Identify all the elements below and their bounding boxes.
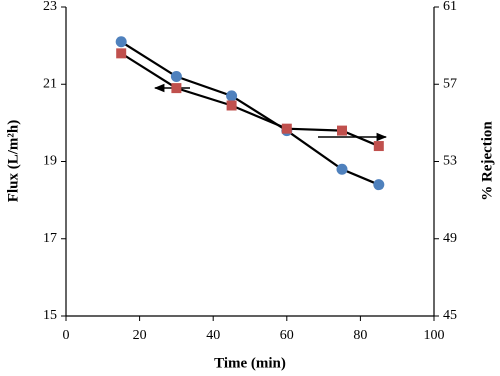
series-line	[120, 40, 380, 186]
y-tick-label: 15	[43, 308, 57, 323]
y2-tick-label: 53	[443, 154, 457, 169]
y2-axis-title: % Rejection	[479, 121, 495, 201]
marker	[171, 83, 182, 94]
y2-tick-label: 45	[443, 308, 457, 323]
marker	[115, 36, 127, 48]
marker	[170, 71, 182, 83]
y2-tick-label: 49	[443, 231, 457, 246]
y-tick-label: 21	[43, 76, 57, 91]
marker	[226, 100, 237, 111]
x-tick-label: 40	[206, 328, 220, 343]
x-tick-label: 60	[280, 328, 294, 343]
x-axis-title: Time (min)	[214, 355, 286, 371]
marker	[373, 179, 385, 191]
y2-tick-label: 57	[443, 76, 457, 91]
x-tick-label: 20	[133, 328, 147, 343]
marker	[281, 123, 292, 134]
y-axis-title: Flux (L/m²h)	[5, 120, 21, 202]
marker	[337, 125, 347, 136]
y-tick-label: 23	[43, 0, 57, 14]
x-tick-label: 80	[353, 328, 367, 343]
marker	[336, 163, 348, 175]
marker	[226, 90, 238, 102]
marker	[116, 48, 127, 59]
y-tick-label: 17	[43, 231, 57, 246]
y-tick-label: 19	[43, 154, 57, 169]
marker	[373, 141, 384, 152]
x-tick-label: 0	[63, 328, 70, 343]
series-line	[120, 52, 380, 148]
y2-tick-label: 61	[443, 0, 457, 14]
x-tick-label: 100	[424, 328, 445, 343]
